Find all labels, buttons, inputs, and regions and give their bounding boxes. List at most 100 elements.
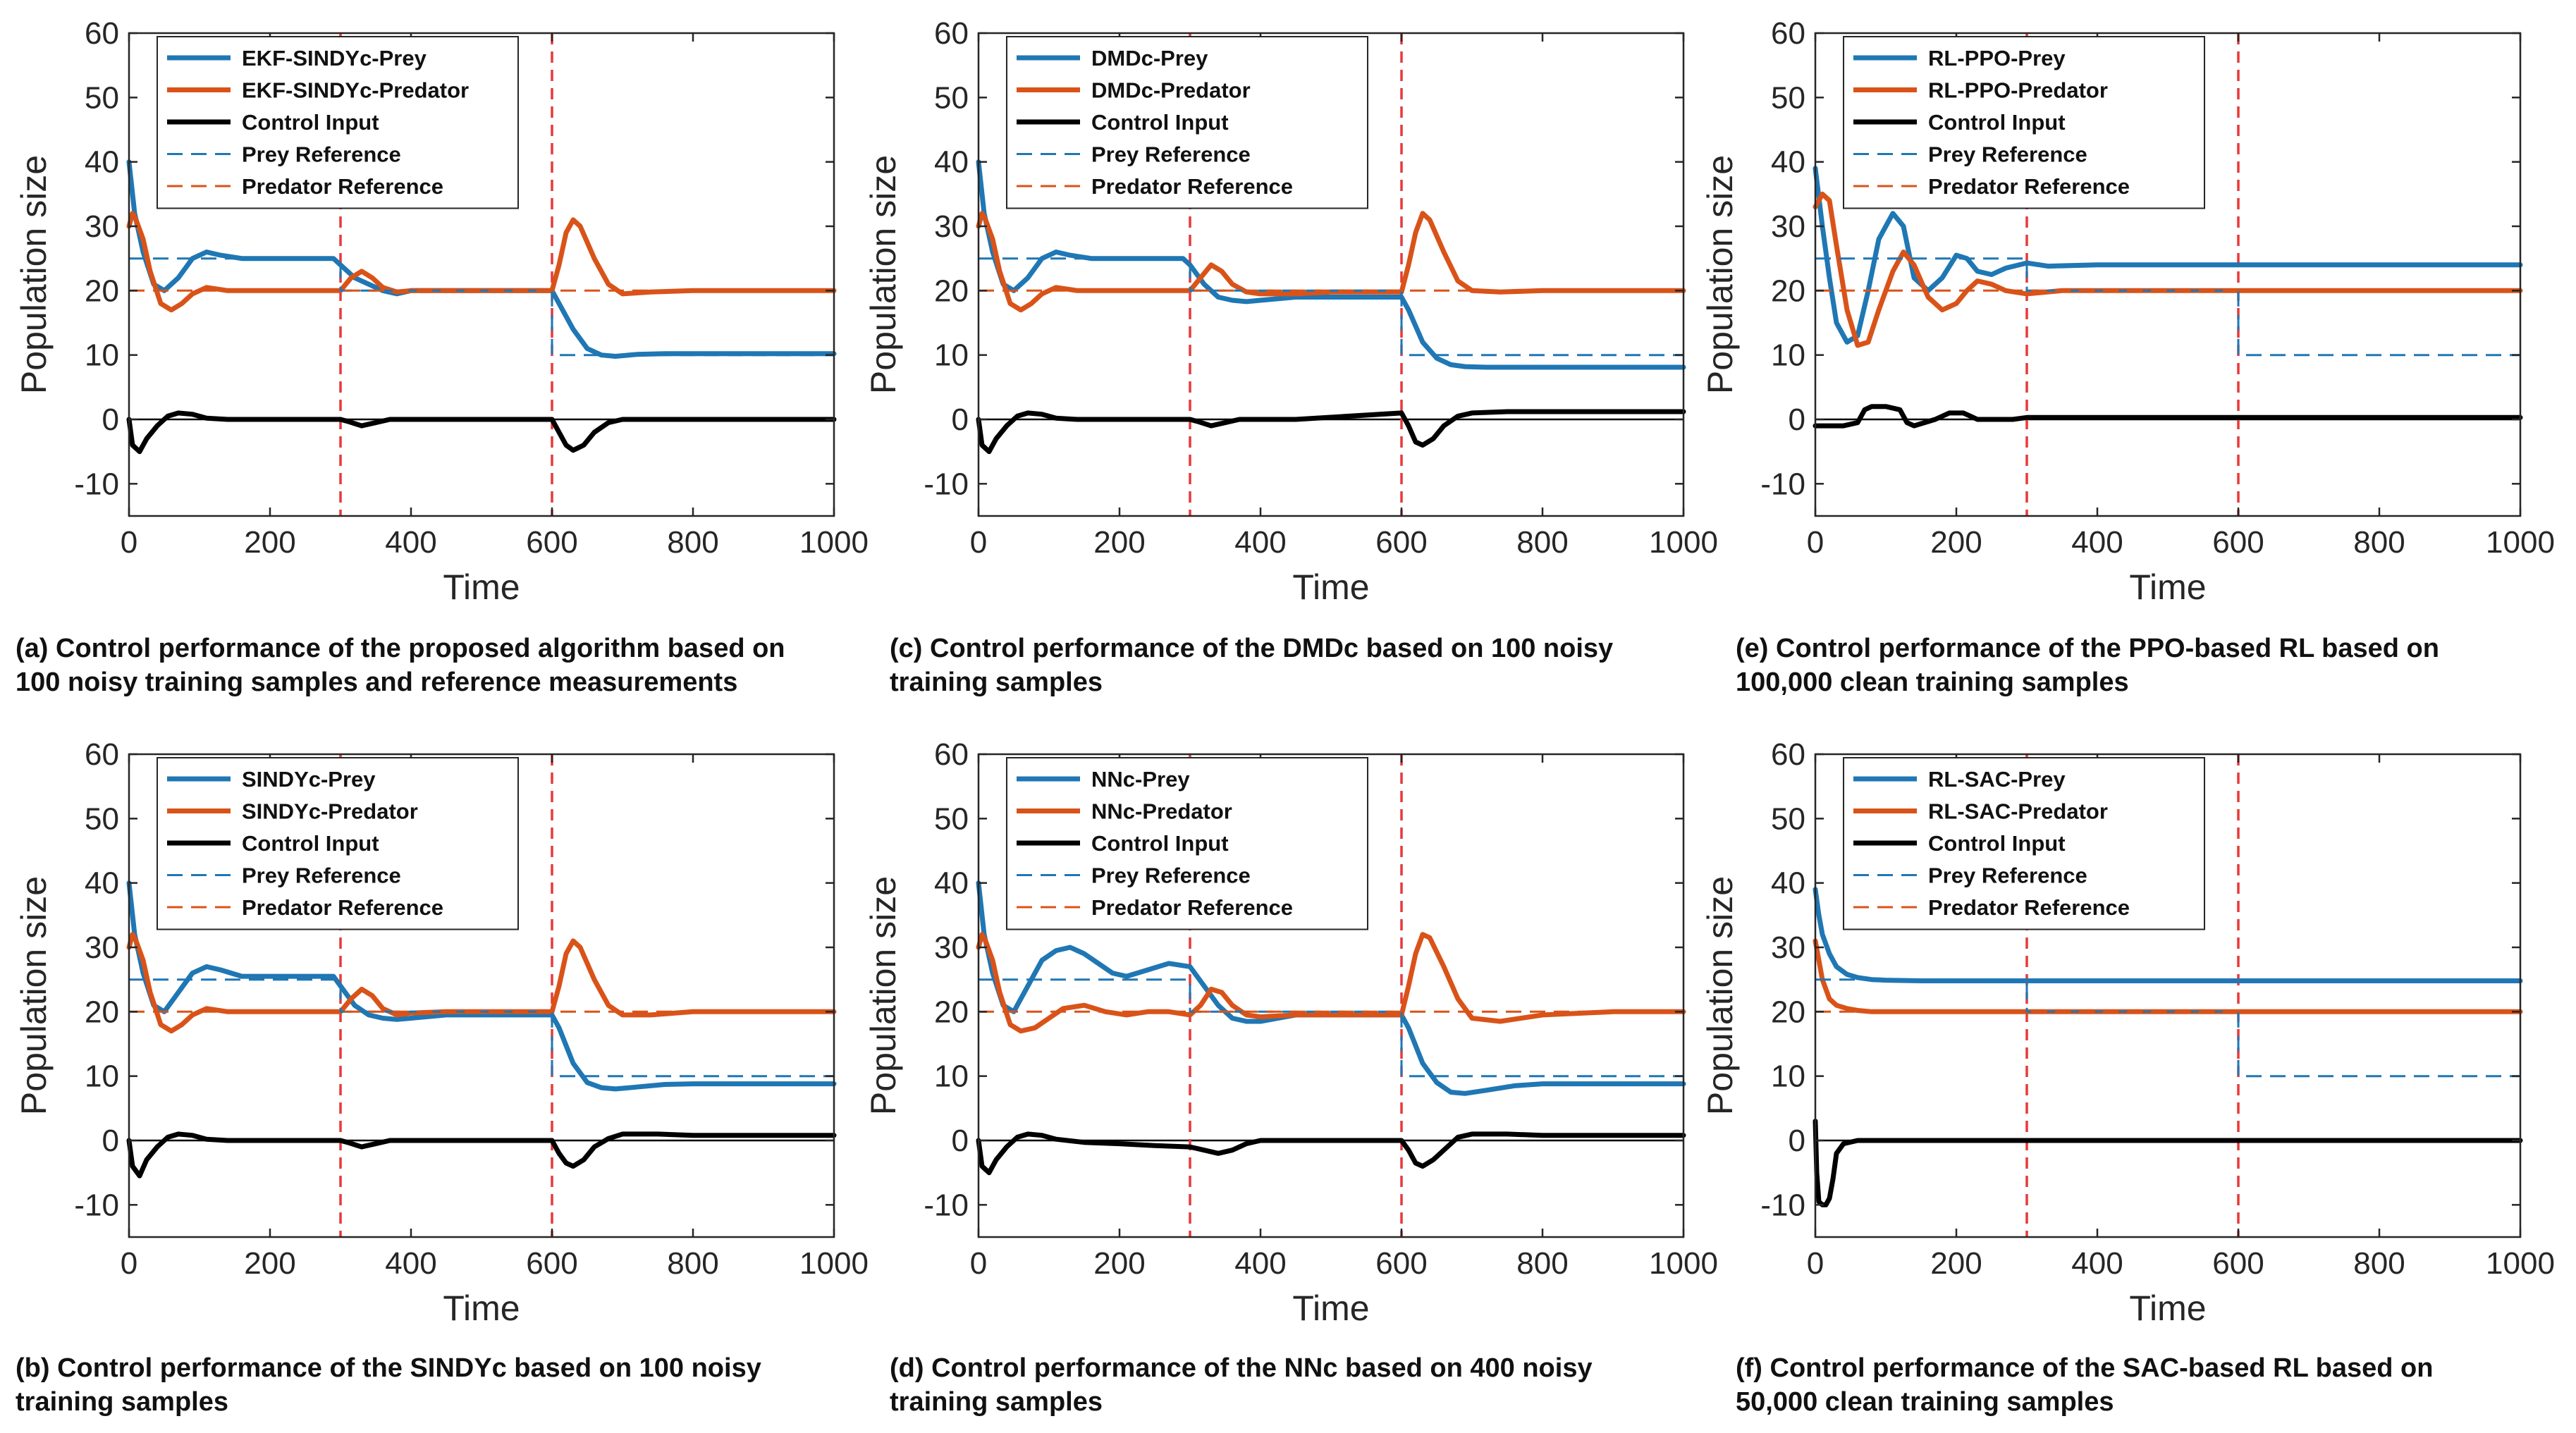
- series-dmdc-prey: [976, 159, 1686, 370]
- x-tick-label: 600: [2212, 525, 2264, 560]
- caption-a: (a) Control performance of the proposed …: [16, 632, 785, 699]
- legend-entry: Prey Reference: [1928, 142, 2087, 167]
- legend-entry: RL-PPO-Prey: [1928, 46, 2066, 70]
- caption-d: (d) Control performance of the NNc based…: [890, 1351, 1593, 1419]
- y-tick-label: 60: [1771, 737, 1805, 772]
- x-tick-label: 600: [526, 1246, 577, 1281]
- legend: EKF-SINDYc-Prey EKF-SINDYc-Predator Contro…: [157, 36, 519, 209]
- y-tick-label: 50: [934, 80, 969, 115]
- y-tick-label: 40: [934, 145, 969, 180]
- x-axis-label: Time: [2129, 567, 2206, 607]
- x-tick-label: 600: [1375, 525, 1427, 560]
- y-tick-label: 20: [934, 273, 969, 308]
- y-tick-label: 50: [1771, 80, 1805, 115]
- caption-e: (e) Control performance of the PPO-based…: [1736, 632, 2439, 699]
- x-axis-label: Time: [443, 567, 520, 607]
- series-sindyc-prey: [126, 880, 837, 1092]
- series-control-input: [976, 409, 1686, 455]
- caption-line: (b) Control performance of the SINDYc ba…: [16, 1353, 761, 1383]
- axes-box: [977, 32, 1685, 517]
- y-tick-label: 0: [952, 402, 969, 437]
- y-tick-label: 50: [85, 801, 119, 836]
- y-tick-label: 10: [934, 1059, 969, 1094]
- caption-line: (d) Control performance of the NNc based…: [890, 1353, 1593, 1383]
- y-tick-label: 50: [85, 80, 119, 115]
- caption-line: 100,000 clean training samples: [1736, 668, 2129, 697]
- legend: SINDYc-Prey SINDYc-Predator Control Input P…: [157, 757, 519, 930]
- series-nnc-predator: [976, 932, 1686, 1034]
- y-tick-label: 20: [1771, 995, 1805, 1029]
- series-dmdc-predator: [976, 211, 1686, 313]
- x-tick-label: 0: [121, 1246, 137, 1281]
- caption-line: 50,000 clean training samples: [1736, 1387, 2114, 1417]
- x-tick-label: 400: [385, 525, 436, 560]
- x-tick-label: 0: [1807, 1246, 1824, 1281]
- x-tick-label: 800: [2353, 1246, 2405, 1281]
- legend-entry: Predator Reference: [242, 174, 443, 199]
- caption-c: (c) Control performance of the DMDc base…: [890, 632, 1613, 699]
- series-rl-ppo-prey: [1813, 166, 2523, 345]
- y-tick-label: 10: [1771, 1059, 1805, 1094]
- y-tick-label: 20: [85, 995, 119, 1029]
- legend-entry: SINDYc-Predator: [242, 799, 418, 824]
- x-tick-label: 1000: [799, 525, 869, 560]
- x-tick-label: 400: [385, 1246, 436, 1281]
- x-tick-label: 0: [970, 525, 987, 560]
- x-tick-label: 200: [1930, 525, 1982, 560]
- series-control-input: [1813, 1119, 2523, 1207]
- y-tick-label: 30: [1771, 930, 1805, 965]
- x-tick-label: 800: [667, 1246, 718, 1281]
- series-ekf-sindyc-predator: [126, 211, 837, 313]
- y-tick-label: 0: [1789, 402, 1805, 437]
- legend-entry: NNc-Prey: [1091, 767, 1190, 792]
- caption-line: 100 noisy training samples and reference…: [16, 668, 738, 697]
- y-tick-label: -10: [1760, 467, 1805, 501]
- legend-entry: RL-SAC-Prey: [1928, 767, 2066, 792]
- legend-entry: Control Input: [1091, 110, 1229, 135]
- series-control-input: [126, 410, 837, 455]
- x-tick-label: 400: [2071, 1246, 2123, 1281]
- legend-entry: Prey Reference: [1928, 863, 2087, 888]
- series-control-input: [126, 1131, 837, 1179]
- y-tick-label: 0: [102, 1124, 119, 1158]
- x-tick-label: 1000: [1649, 525, 1718, 560]
- x-tick-label: 200: [1093, 1246, 1145, 1281]
- x-tick-label: 800: [667, 525, 718, 560]
- x-tick-label: 800: [2353, 525, 2405, 560]
- y-tick-label: 30: [934, 209, 969, 244]
- legend-entry: EKF-SINDYc-Prey: [242, 46, 427, 70]
- y-tick-label: 0: [102, 402, 119, 437]
- axes-box: [128, 32, 835, 517]
- legend-entry: Control Input: [1091, 831, 1229, 856]
- x-tick-label: 1000: [799, 1246, 869, 1281]
- legend-entry: DMDc-Prey: [1091, 46, 1208, 70]
- y-tick-label: 30: [1771, 209, 1805, 244]
- legend-entry: Prey Reference: [242, 863, 401, 888]
- y-axis-label: Population size: [864, 155, 903, 394]
- y-tick-label: -10: [1760, 1188, 1805, 1222]
- caption-f: (f) Control performance of the SAC-based…: [1736, 1351, 2433, 1419]
- x-tick-label: 200: [244, 1246, 295, 1281]
- y-tick-label: 40: [1771, 145, 1805, 180]
- x-tick-label: 0: [970, 1246, 987, 1281]
- y-tick-label: 0: [1789, 1124, 1805, 1158]
- caption-b: (b) Control performance of the SINDYc ba…: [16, 1351, 761, 1419]
- y-tick-label: -10: [924, 1188, 969, 1222]
- axes-box: [1814, 32, 2522, 517]
- legend-entry: Control Input: [1928, 831, 2066, 856]
- legend-entry: Prey Reference: [1091, 142, 1251, 167]
- legend-entry: SINDYc-Prey: [242, 767, 376, 792]
- y-tick-label: 40: [1771, 866, 1805, 901]
- y-tick-label: 50: [1771, 801, 1805, 836]
- y-tick-label: 60: [1771, 16, 1805, 51]
- x-tick-label: 600: [1375, 1246, 1427, 1281]
- legend-entry: RL-PPO-Predator: [1928, 78, 2108, 103]
- caption-line: (e) Control performance of the PPO-based…: [1736, 634, 2439, 663]
- y-tick-label: 40: [85, 866, 119, 901]
- caption-line: training samples: [16, 1387, 228, 1417]
- y-tick-label: 10: [934, 338, 969, 373]
